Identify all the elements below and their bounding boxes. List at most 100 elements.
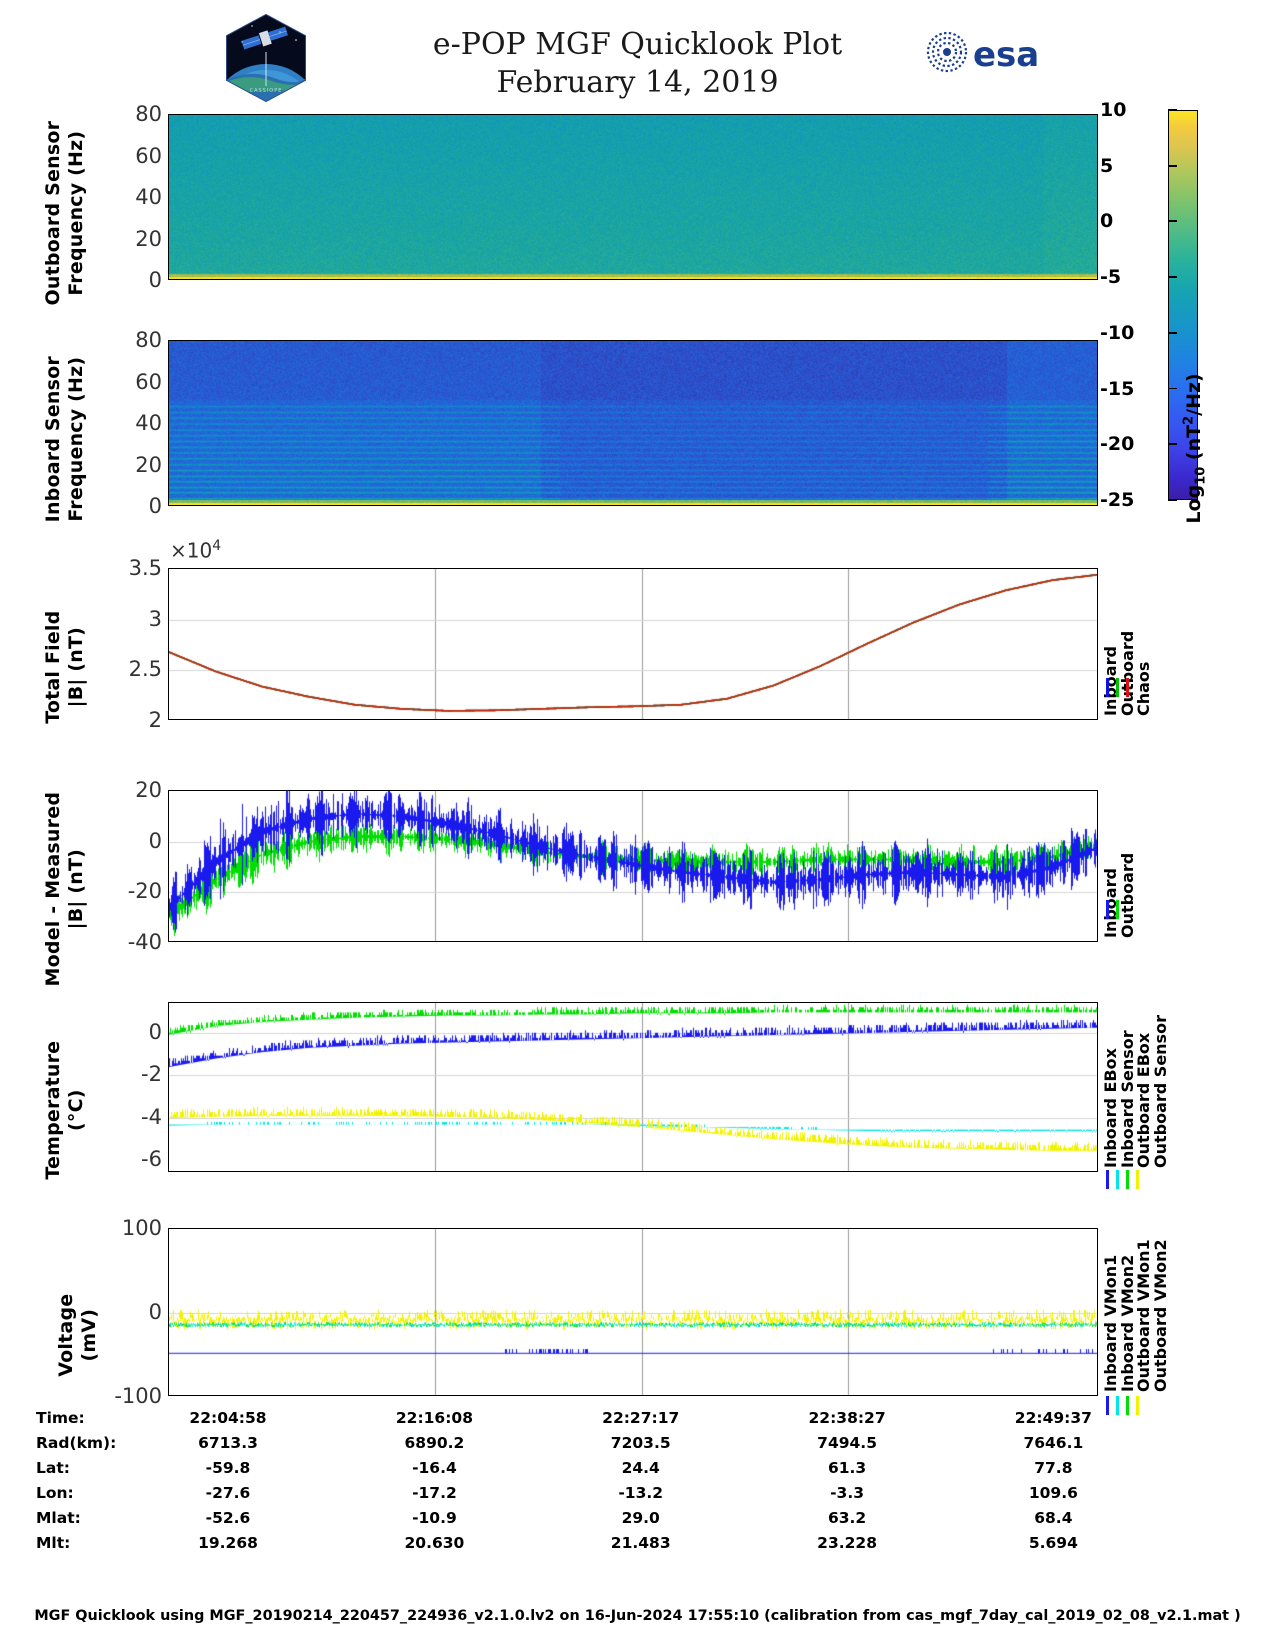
- legend-color-swatch: [1106, 1396, 1109, 1415]
- y-tick-label: -100: [114, 1384, 162, 1408]
- temperature-legend-swatches: [1106, 1170, 1139, 1189]
- legend-color-swatch: [1126, 1170, 1129, 1189]
- table-cell: 23.228: [817, 1534, 877, 1552]
- title-line-1: e-POP MGF Quicklook Plot: [432, 27, 843, 62]
- table-cell: 21.483: [610, 1534, 671, 1552]
- footer-note: MGF Quicklook using MGF_20190214_220457_…: [34, 1608, 1241, 1624]
- outboard-spectrogram-ylabel: Outboard Sensor Frequency (Hz): [41, 120, 87, 306]
- table-row: Rad(km): 6713.3 6890.2 7203.5 7494.5 7646.1: [0, 1434, 1275, 1459]
- panel-temperature: [168, 1002, 1098, 1172]
- table-row-label: Rad(km):: [36, 1434, 117, 1452]
- legend-color-swatch: [1106, 678, 1109, 697]
- y-tick-label: 80: [135, 328, 162, 352]
- y-tick-label: 3.5: [128, 556, 162, 580]
- table-cell: -10.9: [412, 1509, 457, 1527]
- table-row: Mlt: 19.268 20.630 21.483 23.228 5.694: [0, 1534, 1275, 1559]
- legend-color-swatch: [1136, 1170, 1139, 1189]
- table-cell: 7203.5: [610, 1434, 671, 1452]
- table-cell: 19.268: [198, 1534, 258, 1552]
- table-cell: -13.2: [618, 1484, 664, 1502]
- panel-model-minus-measured: [168, 790, 1098, 942]
- model-minus-measured-ylabel: Model - Measured |B| (nT): [41, 791, 87, 987]
- y-tick-label: 20: [135, 226, 162, 251]
- table-row: Lon: -27.6 -17.2 -13.2 -3.3 109.6: [0, 1484, 1275, 1509]
- inboard-spectrogram-image: [169, 341, 1097, 505]
- table-cell: 68.4: [1034, 1509, 1073, 1527]
- total-field-legend-swatches: [1106, 678, 1129, 697]
- colorbar-tick-mark: [1168, 220, 1177, 223]
- ephemeris-table: Time: 22:04:58 22:16:08 22:27:17 22:38:27 22:…: [0, 1409, 1275, 1559]
- table-cell: 22:27:17: [602, 1409, 680, 1427]
- model-minus-measured-yticks: 20 0 -20 -40: [104, 778, 162, 954]
- y-tick-label: -4: [141, 1104, 162, 1129]
- colorbar-tick-mark: [1168, 331, 1177, 334]
- y-tick-label: 80: [135, 102, 162, 126]
- table-cell: -16.4: [412, 1459, 457, 1477]
- inboard-spectrogram-ylabel: Inboard Sensor Frequency (Hz): [41, 356, 87, 523]
- model-minus-measured-legend-swatches: [1106, 900, 1119, 919]
- model-minus-measured-legend: Inboard Outboard: [1101, 852, 1137, 938]
- svg-text:esa: esa: [973, 35, 1039, 75]
- table-cell: 22:16:08: [395, 1409, 473, 1427]
- y-tick-label: -6: [141, 1147, 162, 1172]
- total-field-ylabel: Total Field |B| (nT): [41, 610, 87, 724]
- colorbar-tick-mark: [1168, 387, 1177, 390]
- table-row-label: Mlat:: [36, 1509, 81, 1527]
- colorbar-tick-mark: [1168, 443, 1177, 446]
- legend-color-swatch: [1126, 1396, 1129, 1415]
- table-cell: 24.4: [621, 1459, 660, 1477]
- table-cell: 20.630: [404, 1534, 465, 1552]
- y-tick-label: 0: [148, 1300, 162, 1324]
- y-tick-label: 20: [135, 778, 162, 802]
- y-tick-label: 40: [135, 185, 162, 209]
- colorbar-tick-mark: [1168, 164, 1177, 167]
- legend-color-swatch: [1106, 1170, 1109, 1189]
- panel-inboard-spectrogram: [168, 340, 1098, 506]
- panel-voltage: [168, 1228, 1098, 1396]
- voltage-ylabel: Voltage (mV): [54, 1293, 100, 1377]
- table-row: Lat: -59.8 -16.4 24.4 61.3 77.8: [0, 1459, 1275, 1484]
- temperature-legend: Inboard EBox Inboard Sensor Outboard EBo…: [1101, 1015, 1170, 1168]
- esa-logo-icon: esa: [925, 28, 1045, 76]
- colorbar-tick-label: -25: [1100, 489, 1135, 511]
- model-minus-measured-plot: [169, 791, 1097, 941]
- legend-color-swatch: [1136, 1396, 1139, 1415]
- y-tick-label: 0: [148, 268, 162, 292]
- temperature-yticks: 0 -2 -4 -6: [104, 1002, 162, 1172]
- temperature-plot: [169, 1003, 1097, 1171]
- table-cell: 6713.3: [198, 1434, 258, 1452]
- legend-color-swatch: [1116, 1170, 1119, 1189]
- y-tick-label: 2: [148, 708, 162, 732]
- y-tick-label: -40: [127, 930, 162, 954]
- temperature-ylabel: Temperature (°C): [41, 1040, 87, 1180]
- table-cell: 61.3: [827, 1459, 867, 1477]
- legend-color-swatch: [1116, 1396, 1119, 1415]
- temperature-axes: [168, 1002, 1098, 1172]
- y-tick-label: 0: [148, 494, 162, 518]
- total-field-axes: [168, 568, 1098, 720]
- total-field-plot: [169, 569, 1097, 719]
- y-tick-label: 40: [135, 411, 162, 435]
- table-cell: -59.8: [205, 1459, 251, 1477]
- y-tick-label: 3: [148, 606, 162, 631]
- voltage-legend-swatches: [1106, 1396, 1139, 1415]
- table-cell: -27.6: [205, 1484, 251, 1502]
- voltage-plot: [169, 1229, 1097, 1395]
- y-tick-label: 60: [135, 143, 162, 168]
- model-minus-measured-axes: [168, 790, 1098, 942]
- total-field-legend: Inboard Outboard Chaos: [1101, 630, 1154, 716]
- table-cell: 77.8: [1034, 1459, 1073, 1477]
- legend-color-swatch: [1126, 678, 1129, 697]
- legend-color-swatch: [1116, 678, 1119, 697]
- title-line-2: February 14, 2019: [496, 64, 779, 100]
- table-cell: 63.2: [827, 1509, 867, 1527]
- y-tick-label: 2.5: [128, 657, 162, 682]
- page-title: e-POP MGF Quicklook Plot February 14, 20…: [0, 26, 1275, 101]
- y-tick-label: 20: [135, 452, 162, 477]
- colorbar-title: Log10 (nT2/Hz): [1181, 373, 1209, 524]
- voltage-axes: [168, 1228, 1098, 1396]
- colorbar-tick-label: -5: [1100, 266, 1122, 289]
- table-row-label: Lon:: [36, 1484, 74, 1502]
- colorbar-tick-label: 0: [1100, 210, 1114, 233]
- table-cell: 7494.5: [817, 1434, 877, 1452]
